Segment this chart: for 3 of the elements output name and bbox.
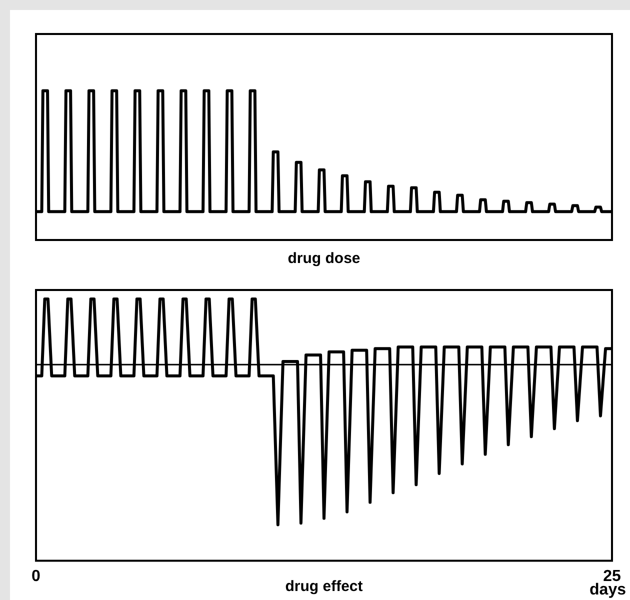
x-tick-label: 0 [32, 568, 41, 585]
x-axis-title: drug effect [285, 578, 363, 596]
x-axis-title: drug dose [288, 250, 360, 268]
